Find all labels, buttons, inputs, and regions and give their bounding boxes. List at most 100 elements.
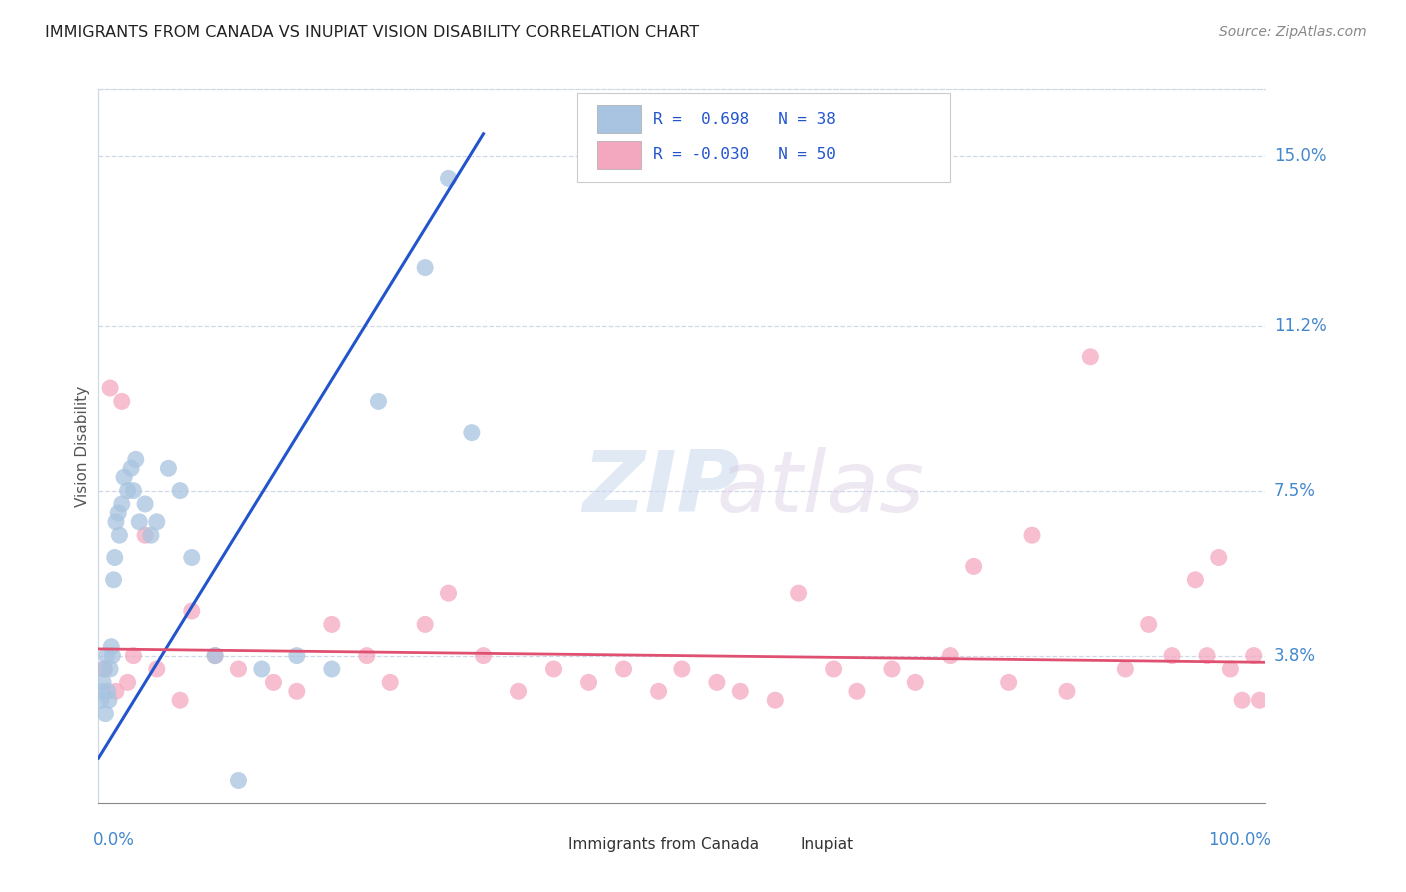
Text: 15.0%: 15.0%	[1274, 147, 1326, 165]
Point	[103, 573, 125, 587]
Point	[117, 675, 139, 690]
Point	[117, 483, 139, 498]
Point	[180, 604, 202, 618]
Point	[647, 684, 669, 698]
Point	[823, 662, 845, 676]
Point	[134, 528, 156, 542]
Text: atlas: atlas	[717, 447, 925, 531]
Point	[1243, 648, 1265, 663]
Point	[228, 773, 250, 788]
Text: IMMIGRANTS FROM CANADA VS INUPIAT VISION DISABILITY CORRELATION CHART: IMMIGRANTS FROM CANADA VS INUPIAT VISION…	[45, 25, 699, 40]
Point	[262, 675, 284, 690]
Point	[93, 662, 115, 676]
Point	[98, 662, 121, 676]
Point	[228, 662, 250, 676]
Point	[146, 662, 169, 676]
Point	[128, 515, 150, 529]
Point	[787, 586, 810, 600]
Point	[101, 648, 124, 663]
Point	[763, 693, 786, 707]
Point	[250, 662, 273, 676]
Point	[107, 506, 129, 520]
Text: R =  0.698   N = 38: R = 0.698 N = 38	[652, 112, 835, 127]
Y-axis label: Vision Disability: Vision Disability	[75, 385, 90, 507]
Point	[122, 648, 145, 663]
Point	[285, 648, 308, 663]
Point	[939, 648, 962, 663]
Point	[380, 675, 402, 690]
Point	[97, 693, 120, 707]
Point	[1137, 617, 1160, 632]
Point	[90, 693, 112, 707]
Point	[112, 470, 135, 484]
Text: R = -0.030   N = 50: R = -0.030 N = 50	[652, 147, 835, 162]
Point	[413, 617, 436, 632]
Text: Inupiat: Inupiat	[801, 837, 853, 852]
Point	[180, 550, 202, 565]
Point	[1080, 350, 1102, 364]
Point	[96, 648, 118, 663]
Point	[437, 586, 460, 600]
FancyBboxPatch shape	[576, 93, 950, 182]
Point	[91, 675, 114, 690]
Point	[846, 684, 869, 698]
Point	[204, 648, 226, 663]
Point	[612, 662, 634, 676]
Point	[321, 617, 343, 632]
Point	[104, 684, 127, 698]
Point	[120, 461, 142, 475]
Text: ZIP: ZIP	[582, 447, 741, 531]
Point	[904, 675, 927, 690]
Point	[1197, 648, 1219, 663]
Point	[97, 684, 120, 698]
Point	[100, 640, 122, 654]
Point	[367, 394, 389, 409]
Point	[997, 675, 1019, 690]
Point	[134, 497, 156, 511]
Point	[880, 662, 903, 676]
Point	[671, 662, 693, 676]
Point	[730, 684, 752, 698]
Point	[139, 528, 162, 542]
Point	[111, 497, 134, 511]
FancyBboxPatch shape	[524, 834, 560, 855]
Point	[508, 684, 530, 698]
Point	[90, 684, 112, 698]
Point	[285, 684, 308, 698]
Point	[104, 515, 127, 529]
Point	[204, 648, 226, 663]
Point	[111, 394, 134, 409]
Point	[122, 483, 145, 498]
FancyBboxPatch shape	[596, 141, 641, 169]
Point	[1219, 662, 1241, 676]
Text: 7.5%: 7.5%	[1274, 482, 1316, 500]
Point	[157, 461, 180, 475]
Point	[169, 483, 191, 498]
Point	[125, 452, 148, 467]
Point	[1056, 684, 1078, 698]
Point	[94, 706, 117, 721]
Point	[1249, 693, 1271, 707]
Text: Source: ZipAtlas.com: Source: ZipAtlas.com	[1219, 25, 1367, 39]
Point	[93, 662, 115, 676]
Point	[108, 528, 131, 542]
Text: 100.0%: 100.0%	[1208, 831, 1271, 849]
Point	[169, 693, 191, 707]
Point	[706, 675, 728, 690]
Point	[543, 662, 565, 676]
Point	[356, 648, 378, 663]
Text: 3.8%: 3.8%	[1274, 647, 1316, 665]
Point	[104, 550, 127, 565]
Point	[1161, 648, 1184, 663]
Point	[461, 425, 484, 440]
Point	[1230, 693, 1253, 707]
FancyBboxPatch shape	[596, 105, 641, 134]
Point	[1021, 528, 1043, 542]
Point	[146, 515, 169, 529]
Text: 11.2%: 11.2%	[1274, 317, 1326, 334]
Point	[962, 559, 984, 574]
Point	[321, 662, 343, 676]
Point	[472, 648, 495, 663]
Text: 0.0%: 0.0%	[93, 831, 135, 849]
FancyBboxPatch shape	[758, 834, 793, 855]
